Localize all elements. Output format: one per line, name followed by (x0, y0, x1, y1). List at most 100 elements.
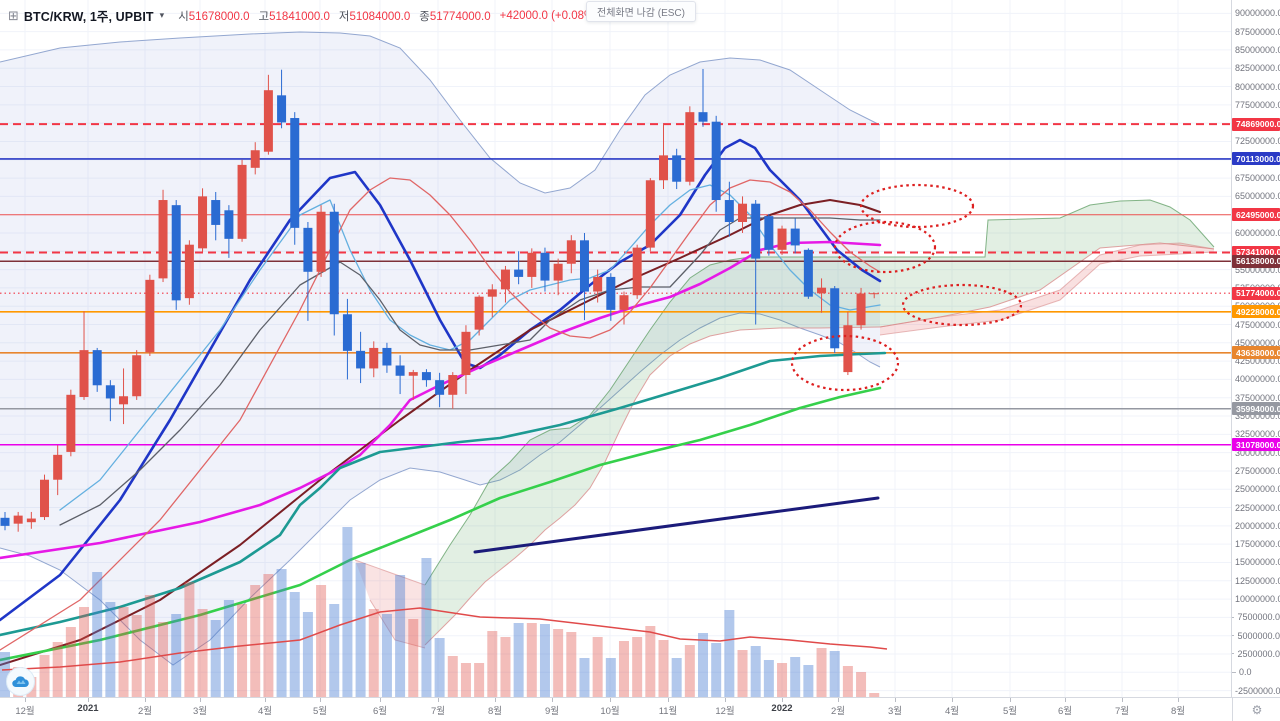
candle-body (342, 314, 352, 351)
volume-ma (1, 607, 888, 671)
price-tick: 67500000.0 (1235, 173, 1280, 184)
close-value: 종51774000.0 (419, 10, 491, 23)
candle-body (579, 240, 589, 292)
ellipse-drawing[interactable] (790, 334, 900, 392)
time-tick (1178, 698, 1179, 702)
gear-icon[interactable]: ⚙ (1251, 703, 1263, 717)
volume-bar (724, 610, 735, 697)
price-tick: 32500000.0 (1235, 429, 1280, 440)
volume-bar (711, 643, 722, 697)
time-label-month: 10월 (600, 706, 620, 717)
current-price-label[interactable]: 51774000.0 (1232, 286, 1280, 300)
time-label-month: 6월 (372, 706, 388, 717)
candle-body (777, 228, 787, 250)
price-tick: 65000000.0 (1235, 191, 1280, 202)
candle-body (474, 296, 484, 330)
volume-bar (316, 585, 327, 697)
price-tick: 82500000.0 (1235, 63, 1280, 74)
candle-body (619, 295, 629, 310)
price-level-label[interactable]: 49228000.0 (1232, 305, 1280, 319)
volume-bar (0, 652, 10, 697)
price-level-label[interactable]: 56138000.0 (1232, 254, 1280, 268)
volume-bar (763, 660, 774, 697)
price-tick: 17500000.0 (1235, 539, 1280, 550)
volume-bar (500, 637, 511, 697)
volume-bar (750, 646, 761, 697)
volume-bar (632, 637, 643, 697)
volume-bar (250, 585, 261, 697)
volume-bar (171, 614, 182, 697)
ichimoku-cloud-red-left (355, 560, 425, 648)
volume-bar (842, 666, 853, 697)
candle-body (751, 203, 761, 259)
price-level-label[interactable]: 35994000.0 (1232, 402, 1280, 416)
candle-body (803, 249, 813, 297)
time-label-month: 8월 (1170, 706, 1186, 717)
candle-body (184, 244, 194, 299)
time-tick (438, 698, 439, 702)
volume-bar (579, 658, 590, 697)
chart-canvas[interactable] (0, 0, 1232, 697)
symbol-title[interactable]: BTC/KRW, 1주, UPBIT (23, 10, 154, 24)
volume-bar (329, 604, 340, 697)
candle-body (145, 279, 155, 353)
volume-bar (289, 592, 300, 697)
ichimoku-cloud-pink-right-top-edge (879, 242, 1215, 328)
time-label-month: 4월 (944, 706, 960, 717)
ellipse-drawing[interactable] (901, 283, 1023, 327)
price-level-label[interactable]: 74869000.0 (1232, 117, 1280, 131)
volume-bar (395, 575, 406, 697)
chart-plot-area[interactable] (0, 0, 1232, 697)
chevron-down-icon[interactable]: ▾ (159, 10, 165, 20)
time-tick (200, 698, 201, 702)
volume-bar (131, 615, 142, 697)
candle-body (448, 375, 458, 395)
price-tick: -2500000.0 (1235, 685, 1280, 696)
volume-bar (381, 614, 392, 697)
exchange-logo (6, 667, 35, 696)
candle-body (369, 347, 379, 369)
ellipse-drawing[interactable] (833, 220, 937, 274)
candle-body (527, 252, 537, 277)
candle-body (382, 347, 392, 366)
volume-bar (79, 607, 90, 697)
ma-maroon-60 (0, 199, 881, 666)
axis-settings-corner[interactable]: ⚙ (1232, 697, 1280, 721)
volume-bar (645, 626, 656, 697)
time-axis[interactable]: 12월 2021 2월 3월 4월 5월 6월 7월 8월 9월 10월 11월 12월 2022 2월 3월… (0, 697, 1232, 721)
volume-bar (197, 609, 208, 697)
price-level-label[interactable]: 43638000.0 (1232, 346, 1280, 360)
candle-body (435, 380, 445, 395)
price-tick: 47500000.0 (1235, 319, 1280, 330)
price-level-label[interactable]: 62495000.0 (1232, 208, 1280, 222)
time-tick (1122, 698, 1123, 702)
price-level-label[interactable]: 70113000.0 (1232, 152, 1280, 166)
time-label-month: 8월 (487, 706, 503, 717)
price-axis[interactable]: 90000000.0 87500000.0 85000000.0 82500000.0… (1231, 0, 1280, 697)
grid-icon: ⊞ (8, 7, 19, 23)
volume-bar (698, 633, 709, 697)
volume-bar (539, 624, 550, 697)
ma-red-thin (0, 177, 881, 651)
price-tick: 2500000.0 (1232, 648, 1280, 659)
price-tick: 0.0 (1232, 667, 1280, 678)
price-level-label[interactable]: 31078000.0 (1232, 438, 1280, 452)
volume-bar (408, 619, 419, 697)
candle-body (843, 325, 853, 373)
time-tick (552, 698, 553, 702)
candlesticks (0, 68, 879, 532)
candle-body (421, 372, 431, 381)
trendline-drawing[interactable] (473, 496, 880, 554)
candle-body (105, 385, 115, 399)
volume-bar (158, 622, 169, 697)
price-tick: 25000000.0 (1235, 484, 1280, 495)
volume-bar (460, 663, 471, 697)
volume-bar (816, 648, 827, 697)
ellipse-drawing[interactable] (859, 183, 975, 229)
price-tick: 45000000.0 (1235, 337, 1280, 348)
candle-body (53, 454, 63, 480)
volume-bar (658, 640, 669, 697)
symbol-selector[interactable]: ⊞ BTC/KRW, 1주, UPBIT ▾ (8, 6, 164, 25)
gridlines (0, 0, 1232, 697)
